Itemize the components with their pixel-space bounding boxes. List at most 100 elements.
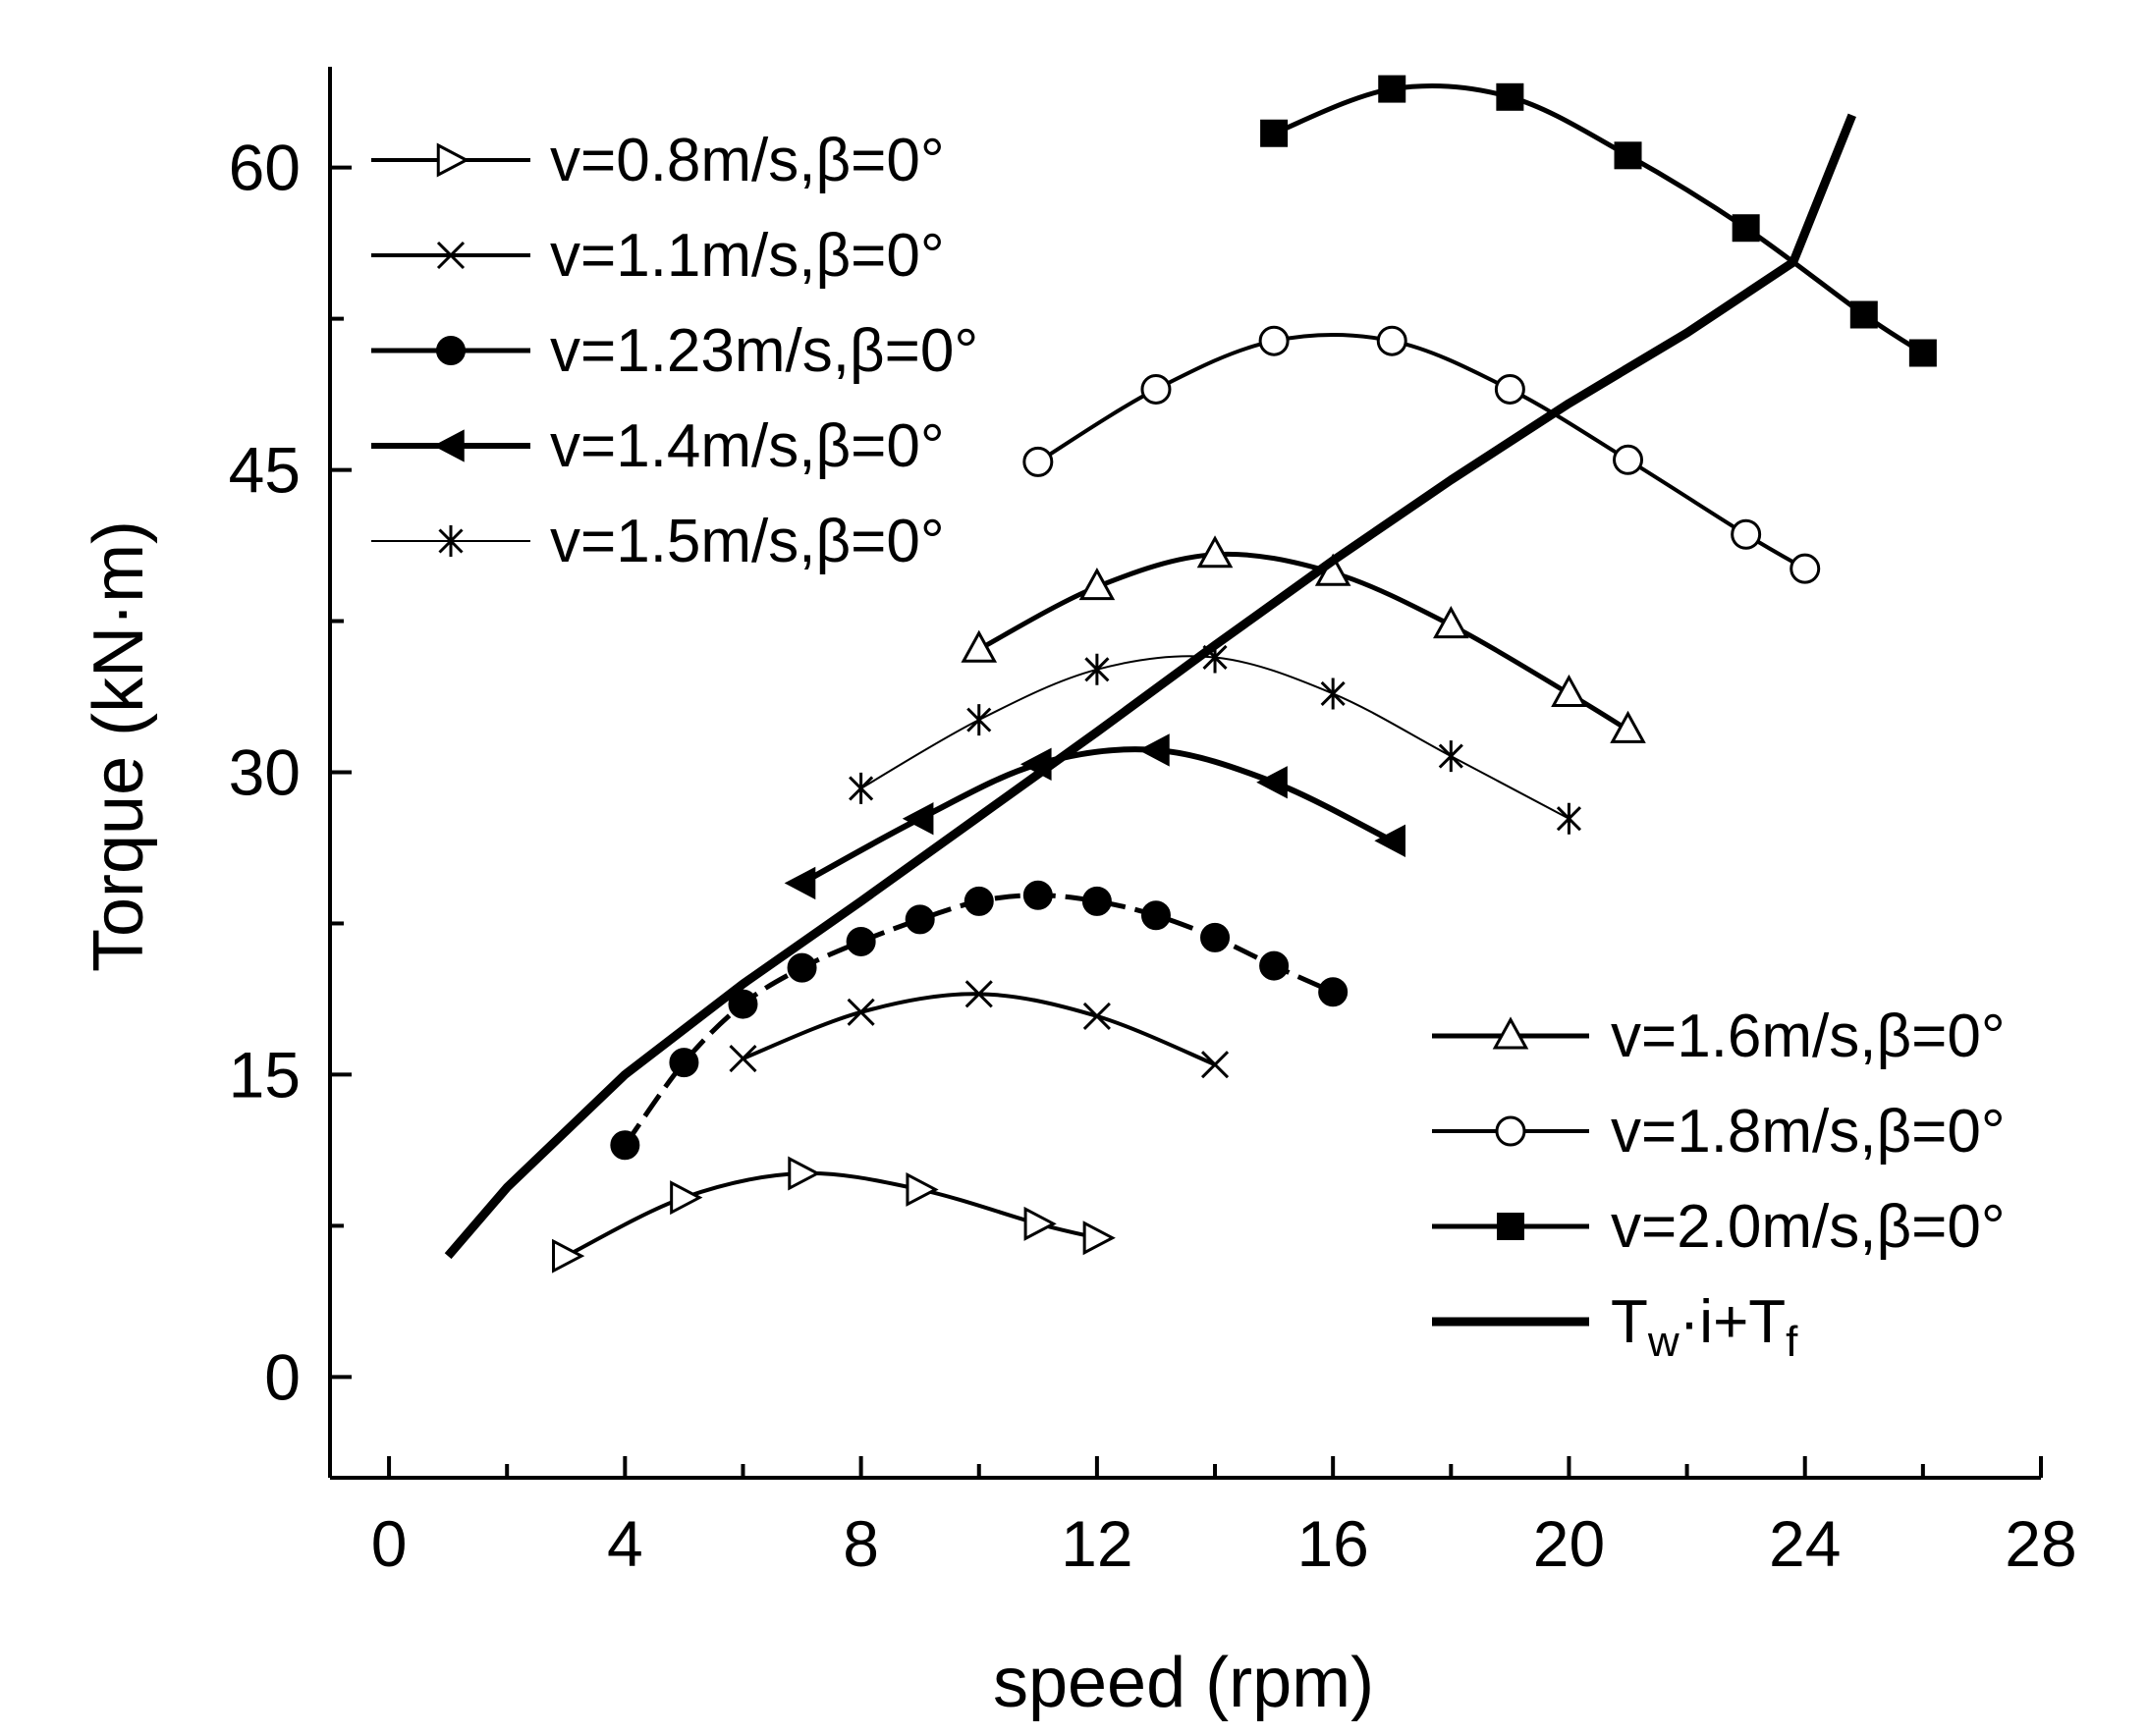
data-point (1084, 653, 1110, 685)
data-point (1556, 802, 1582, 835)
legend-marker (436, 142, 469, 178)
data-point (1022, 446, 1054, 477)
legend-label: v=1.4m/s,β=0° (550, 412, 945, 480)
data-point (1438, 740, 1463, 773)
data-point (906, 1171, 939, 1207)
series-line (800, 746, 1394, 887)
data-point (1433, 606, 1469, 639)
legend-marker (1492, 1016, 1529, 1050)
legend-marker (433, 429, 465, 462)
data-point (1494, 373, 1525, 405)
data-point (1196, 535, 1234, 569)
data-point (670, 1180, 703, 1216)
y-tick-label: 0 (264, 1340, 301, 1413)
legend-label: v=1.5m/s,β=0° (550, 508, 945, 575)
y-tick-label: 60 (229, 132, 301, 204)
data-point (1081, 886, 1112, 916)
data-point (1376, 325, 1407, 356)
data-point (1614, 141, 1642, 170)
legend-label: v=1.23m/s,β=0° (550, 317, 978, 385)
legend-entry: v=2.0m/s,β=0° (1432, 1193, 2006, 1261)
data-point (1256, 766, 1288, 799)
data-point (1320, 678, 1346, 710)
x-tick-label: 16 (1296, 1507, 1368, 1580)
data-point (1078, 568, 1116, 601)
legend-label: v=1.1m/s,β=0° (550, 222, 945, 290)
series-v-1-4m-s-0 (784, 733, 1405, 900)
x-tick-label: 12 (1061, 1507, 1132, 1580)
series-tw-i-tf (444, 113, 1856, 1260)
data-point (788, 1156, 821, 1191)
series-line (742, 992, 1216, 1067)
data-point (966, 704, 992, 736)
data-point (784, 866, 816, 900)
data-point (1258, 325, 1290, 356)
data-point (1259, 950, 1290, 981)
data-point (1374, 824, 1405, 857)
x-tick-label: 24 (1769, 1507, 1841, 1580)
legend-entry: v=1.4m/s,β=0° (371, 412, 945, 480)
series-line (1036, 333, 1806, 570)
data-point (961, 629, 998, 663)
data-point (964, 886, 994, 916)
data-point (1378, 75, 1406, 103)
series-v-2-0m-s-0 (1260, 75, 1937, 367)
x-tick-label: 0 (371, 1507, 408, 1580)
data-point (1731, 518, 1762, 550)
data-point (1613, 444, 1644, 475)
data-point (1023, 1206, 1057, 1241)
x-tick-label: 20 (1533, 1507, 1605, 1580)
data-point (1082, 1221, 1116, 1256)
legend-entry: v=1.5m/s,β=0° (371, 508, 945, 575)
data-point (728, 989, 758, 1019)
y-tick-label: 30 (229, 736, 301, 809)
data-point (729, 1044, 757, 1073)
x-tick-label: 8 (843, 1507, 879, 1580)
data-point (902, 802, 934, 836)
legend-entry: v=1.8m/s,β=0° (1432, 1098, 2006, 1166)
data-point (846, 926, 876, 956)
legend-marker (1497, 1213, 1524, 1240)
data-point (964, 980, 993, 1008)
data-point (905, 904, 935, 935)
series-v-1-8m-s-0 (1022, 325, 1821, 584)
legend-entry: v=0.8m/s,β=0° (371, 127, 945, 194)
x-tick-label: 28 (2005, 1507, 2076, 1580)
series-line (565, 1170, 1098, 1258)
legend-entry: v=1.1m/s,β=0° (371, 222, 945, 290)
data-point (1496, 82, 1524, 111)
data-point (1138, 733, 1170, 767)
data-point (1022, 880, 1053, 910)
data-point (1200, 1051, 1230, 1079)
axes: 0 4 8 12 16 20 24 28 0 15 30 45 60 (229, 67, 2077, 1580)
data-point (1318, 977, 1349, 1007)
legend-label: v=1.6m/s,β=0° (1611, 1003, 2006, 1070)
series-layer (444, 75, 1937, 1274)
y-tick-label: 45 (229, 434, 301, 507)
series-v-1-1m-s-0 (729, 980, 1230, 1079)
series-v-1-6m-s-0 (961, 535, 1646, 743)
data-point (1140, 373, 1172, 405)
data-point (1082, 1002, 1111, 1030)
data-point (1551, 674, 1587, 707)
legend-entry-formula: Tw·i+Tf (1432, 1288, 1798, 1366)
legend-marker (436, 241, 466, 270)
data-point (1908, 339, 1937, 367)
data-point (610, 1130, 640, 1161)
data-point (1849, 300, 1878, 329)
legend: v=0.8m/s,β=0° v=1.1m/s,β=0° v=1.23m/s,β=0°… (371, 127, 2006, 1366)
x-axis-title: speed (rpm) (993, 1644, 1374, 1722)
legend-marker (1495, 1115, 1526, 1147)
series-line (1273, 82, 1925, 355)
data-point (1200, 922, 1231, 952)
series-v-1-5m-s-0 (849, 641, 1582, 835)
legend-label-formula: Tw·i+Tf (1611, 1288, 1798, 1366)
data-point (849, 772, 874, 804)
series-v-0-8m-s-0 (552, 1156, 1116, 1274)
data-point (669, 1048, 699, 1078)
y-axis-title: Torque (kN·m) (80, 520, 158, 972)
data-point (787, 952, 817, 983)
data-point (1140, 900, 1171, 931)
legend-label: v=1.8m/s,β=0° (1611, 1098, 2006, 1166)
